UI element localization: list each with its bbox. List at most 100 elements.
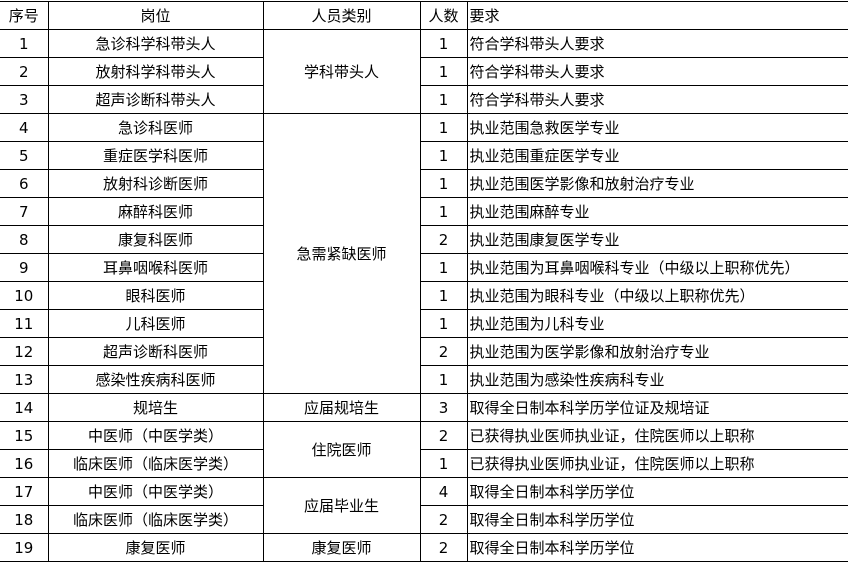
- table-row: 3 超声诊断科带头人 1 符合学科带头人要求: [0, 85, 848, 114]
- post-name: 中医师（中医学类）: [47, 477, 264, 506]
- table-row: 19 康复医师 康复医师 2 取得全日制本科学历学位: [0, 533, 848, 562]
- post-name: 麻醉科医师: [47, 197, 264, 226]
- table-row: 9 耳鼻咽喉科医师 1 执业范围为耳鼻咽喉科专业（中级以上职称优先）: [0, 253, 848, 282]
- post-name: 眼科医师: [47, 281, 264, 310]
- post-name: 超声诊断科带头人: [47, 85, 264, 114]
- requirement: 符合学科带头人要求: [466, 29, 848, 58]
- headcount: 1: [419, 141, 468, 170]
- headcount: 1: [419, 197, 468, 226]
- requirement: 取得全日制本科学历学位证及规培证: [466, 393, 848, 422]
- staff-category: 应届规培生: [262, 393, 421, 422]
- headcount: 3: [419, 393, 468, 422]
- table-row: 13 感染性疾病科医师 1 执业范围为感染性疾病科专业: [0, 365, 848, 394]
- table-row: 12 超声诊断科医师 2 执业范围为医学影像和放射治疗专业: [0, 337, 848, 366]
- row-number: 13: [0, 365, 49, 394]
- requirement: 执业范围为耳鼻咽喉科专业（中级以上职称优先）: [466, 253, 848, 282]
- requirement: 取得全日制本科学历学位: [466, 505, 848, 534]
- requirement: 执业范围重症医学专业: [466, 141, 848, 170]
- table-row: 16 临床医师（临床医学类） 1 已获得执业医师执业证，住院医师以上职称: [0, 449, 848, 478]
- table-row: 5 重症医学科医师 1 执业范围重症医学专业: [0, 141, 848, 170]
- requirement: 已获得执业医师执业证，住院医师以上职称: [466, 421, 848, 450]
- post-name: 重症医学科医师: [47, 141, 264, 170]
- post-name: 规培生: [47, 393, 264, 422]
- table-row: 2 放射科学科带头人 1 符合学科带头人要求: [0, 57, 848, 86]
- row-number: 5: [0, 141, 49, 170]
- headcount: 1: [419, 253, 468, 282]
- staff-category: 住院医师: [262, 421, 421, 478]
- headcount: 2: [419, 505, 468, 534]
- row-number: 8: [0, 225, 49, 254]
- row-number: 1: [0, 29, 49, 58]
- requirement: 执业范围为儿科专业: [466, 309, 848, 338]
- header-no: 序号: [0, 1, 49, 30]
- post-name: 儿科医师: [47, 309, 264, 338]
- table-row: 11 儿科医师 1 执业范围为儿科专业: [0, 309, 848, 338]
- post-name: 康复医师: [47, 533, 264, 562]
- post-name: 超声诊断科医师: [47, 337, 264, 366]
- row-number: 7: [0, 197, 49, 226]
- row-number: 3: [0, 85, 49, 114]
- post-name: 感染性疾病科医师: [47, 365, 264, 394]
- requirement: 执业范围为感染性疾病科专业: [466, 365, 848, 394]
- headcount: 1: [419, 281, 468, 310]
- table-row: 1 急诊科学科带头人 学科带头人 1 符合学科带头人要求: [0, 29, 848, 114]
- row-number: 12: [0, 337, 49, 366]
- requirement: 符合学科带头人要求: [466, 85, 848, 114]
- header-post: 岗位: [47, 1, 264, 30]
- row-number: 17: [0, 477, 49, 506]
- row-number: 14: [0, 393, 49, 422]
- requirement: 符合学科带头人要求: [466, 57, 848, 86]
- row-number: 10: [0, 281, 49, 310]
- headcount: 4: [419, 477, 468, 506]
- table-row: 18 临床医师（临床医学类） 2 取得全日制本科学历学位: [0, 505, 848, 534]
- row-number: 18: [0, 505, 49, 534]
- headcount: 1: [419, 85, 468, 114]
- headcount: 1: [419, 113, 468, 142]
- post-name: 临床医师（临床医学类）: [47, 505, 264, 534]
- row-number: 6: [0, 169, 49, 198]
- headcount: 1: [419, 29, 468, 58]
- requirement: 执业范围医学影像和放射治疗专业: [466, 169, 848, 198]
- post-name: 耳鼻咽喉科医师: [47, 253, 264, 282]
- headcount: 1: [419, 57, 468, 86]
- row-number: 16: [0, 449, 49, 478]
- post-name: 急诊科学科带头人: [47, 29, 264, 58]
- header-row: 序号 岗位 人员类别 人数 要求: [0, 1, 848, 30]
- headcount: 1: [419, 365, 468, 394]
- post-name: 临床医师（临床医学类）: [47, 449, 264, 478]
- requirement: 执业范围为医学影像和放射治疗专业: [466, 337, 848, 366]
- staff-category: 康复医师: [262, 533, 421, 562]
- headcount: 1: [419, 169, 468, 198]
- header-requirement: 要求: [466, 1, 848, 30]
- post-name: 放射科学科带头人: [47, 57, 264, 86]
- row-number: 15: [0, 421, 49, 450]
- headcount: 2: [419, 225, 468, 254]
- requirement: 取得全日制本科学历学位: [466, 533, 848, 562]
- staff-category: 应届毕业生: [262, 477, 421, 534]
- header-category: 人员类别: [262, 1, 421, 30]
- requirement: 执业范围为眼科专业（中级以上职称优先）: [466, 281, 848, 310]
- requirement: 执业范围急救医学专业: [466, 113, 848, 142]
- headcount: 2: [419, 533, 468, 562]
- post-name: 中医师（中医学类）: [47, 421, 264, 450]
- headcount: 1: [419, 449, 468, 478]
- headcount: 1: [419, 309, 468, 338]
- table-row: 4 急诊科医师 急需紧缺医师 1 执业范围急救医学专业: [0, 113, 848, 394]
- requirement: 取得全日制本科学历学位: [466, 477, 848, 506]
- post-name: 急诊科医师: [47, 113, 264, 142]
- requirement: 已获得执业医师执业证，住院医师以上职称: [466, 449, 848, 478]
- headcount: 2: [419, 421, 468, 450]
- header-count: 人数: [419, 1, 468, 30]
- table-row: 7 麻醉科医师 1 执业范围麻醉专业: [0, 197, 848, 226]
- headcount: 2: [419, 337, 468, 366]
- row-number: 11: [0, 309, 49, 338]
- table-row: 17 中医师（中医学类） 应届毕业生 4 取得全日制本科学历学位: [0, 477, 848, 534]
- table-row: 14 规培生 应届规培生 3 取得全日制本科学历学位证及规培证: [0, 393, 848, 422]
- table-row: 8 康复科医师 2 执业范围康复医学专业: [0, 225, 848, 254]
- staff-category: 学科带头人: [262, 29, 421, 114]
- row-number: 19: [0, 533, 49, 562]
- requirement: 执业范围麻醉专业: [466, 197, 848, 226]
- staff-category: 急需紧缺医师: [262, 113, 421, 394]
- table-row: 6 放射科诊断医师 1 执业范围医学影像和放射治疗专业: [0, 169, 848, 198]
